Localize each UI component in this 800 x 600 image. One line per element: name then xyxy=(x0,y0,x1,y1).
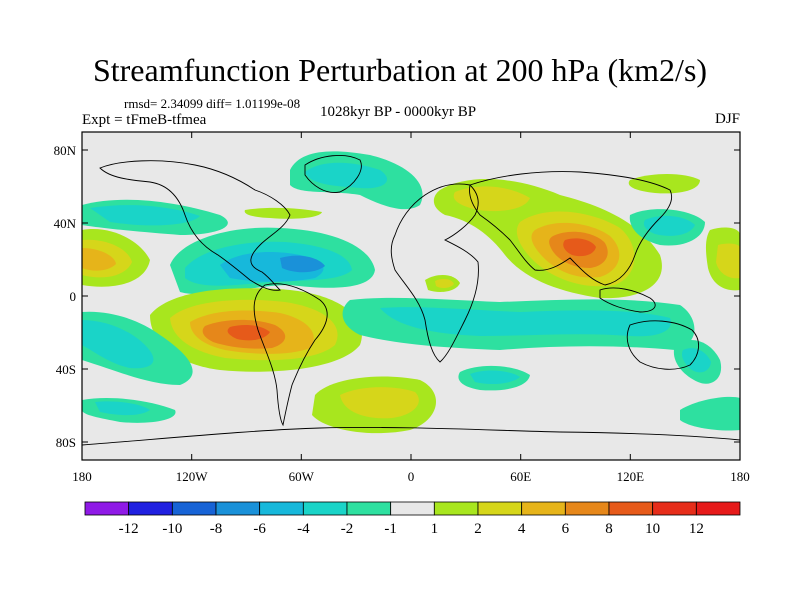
south-america-coast xyxy=(253,283,328,427)
anomaly-north-pacific-positive xyxy=(628,174,700,194)
colorbar-label: 10 xyxy=(645,521,660,537)
colorbar-swatch xyxy=(171,501,217,516)
anomaly-greenland-negative xyxy=(290,151,423,210)
antarctica-coast xyxy=(82,427,740,446)
experiment-label: Expt = tFmeB-tfmea xyxy=(82,112,207,128)
anomaly-north-pacific-negative xyxy=(82,199,228,235)
colorbar-label: 1 xyxy=(431,521,439,537)
colorbar-label: 12 xyxy=(689,521,704,537)
colorbar-swatch xyxy=(608,501,654,516)
lat-tick-label: 40N xyxy=(54,216,77,231)
australia-coast xyxy=(626,320,699,370)
lat-tick-label: 40S xyxy=(56,362,76,377)
colorbar-label: -4 xyxy=(297,521,310,537)
stats-label: rmsd= 2.34099 diff= 1.01199e-08 xyxy=(124,96,301,111)
colorbar-swatch xyxy=(84,501,130,516)
lon-tick-label: 0 xyxy=(408,469,415,484)
colorbar-label: 6 xyxy=(562,521,570,537)
colorbar-label: -12 xyxy=(119,521,139,537)
lon-ticks: 180 120W 60W 0 60E 120E 180 xyxy=(72,132,750,484)
colorbar-swatch xyxy=(652,501,697,516)
colorbar-swatch xyxy=(346,501,392,516)
anomaly-asia-positive xyxy=(433,179,662,299)
colorbar-swatch xyxy=(695,501,741,516)
lon-tick-label: 60E xyxy=(510,469,531,484)
colorbar-swatch xyxy=(477,501,523,516)
africa-europe-coast xyxy=(390,183,479,363)
anomaly-australia-negative xyxy=(673,340,722,384)
anomaly-atlantic-positive-strip xyxy=(244,207,322,219)
lon-tick-label: 180 xyxy=(730,469,750,484)
colorbar-label: -10 xyxy=(162,521,182,537)
lon-tick-label: 120W xyxy=(176,469,209,484)
colorbar-swatch xyxy=(433,501,479,516)
colorbar-swatch xyxy=(259,501,304,516)
lat-ticks: 80N 40N 0 40S 80S xyxy=(54,143,740,450)
lat-tick-label: 80S xyxy=(56,435,76,450)
colorbar-swatch xyxy=(215,501,261,516)
colorbar-label: -8 xyxy=(210,521,223,537)
anomaly-west-pacific-positive xyxy=(82,227,740,291)
season-label: DJF xyxy=(714,111,740,127)
colorbar-swatch xyxy=(564,501,610,516)
colorbar-label: -1 xyxy=(384,521,397,537)
colorbar-swatch xyxy=(521,501,566,516)
coastlines xyxy=(82,154,740,446)
lon-tick-label: 60W xyxy=(289,469,315,484)
colorbar: -12 -10 -8 -6 -4 -2 -1 1 2 4 6 8 10 12 xyxy=(84,501,741,537)
lat-tick-label: 80N xyxy=(54,143,77,158)
colorbar-label: 2 xyxy=(474,521,482,537)
contour-fields xyxy=(82,151,740,434)
lon-tick-label: 120E xyxy=(617,469,645,484)
period-label: 1028kyr BP - 0000kyr BP xyxy=(320,104,477,120)
anomaly-south-america-positive xyxy=(150,288,362,372)
lat-tick-label: 0 xyxy=(70,289,77,304)
colorbar-label: 4 xyxy=(518,521,526,537)
anomaly-tropical-atlantic-negative xyxy=(170,227,375,295)
chart-title: Streamfunction Perturbation at 200 hPa (… xyxy=(92,52,708,88)
anomaly-south-pacific-negative xyxy=(82,311,193,423)
anomaly-japan-negative xyxy=(629,209,705,246)
indonesia-coast xyxy=(599,287,656,313)
colorbar-label: -6 xyxy=(253,521,266,537)
colorbar-swatch xyxy=(390,501,435,516)
colorbar-swatch xyxy=(302,501,348,516)
asia-coast xyxy=(469,171,673,286)
anomaly-south-atlantic-negative xyxy=(342,297,695,350)
lon-tick-label: 180 xyxy=(72,469,92,484)
colorbar-swatch xyxy=(128,501,173,516)
north-america-coast xyxy=(99,160,291,291)
colorbar-label: 8 xyxy=(605,521,613,537)
anomaly-africa-positive-core xyxy=(435,278,454,289)
greenland-coast xyxy=(304,154,362,193)
anomaly-southern-ocean-positive xyxy=(312,365,740,434)
colorbar-label: -2 xyxy=(341,521,354,537)
